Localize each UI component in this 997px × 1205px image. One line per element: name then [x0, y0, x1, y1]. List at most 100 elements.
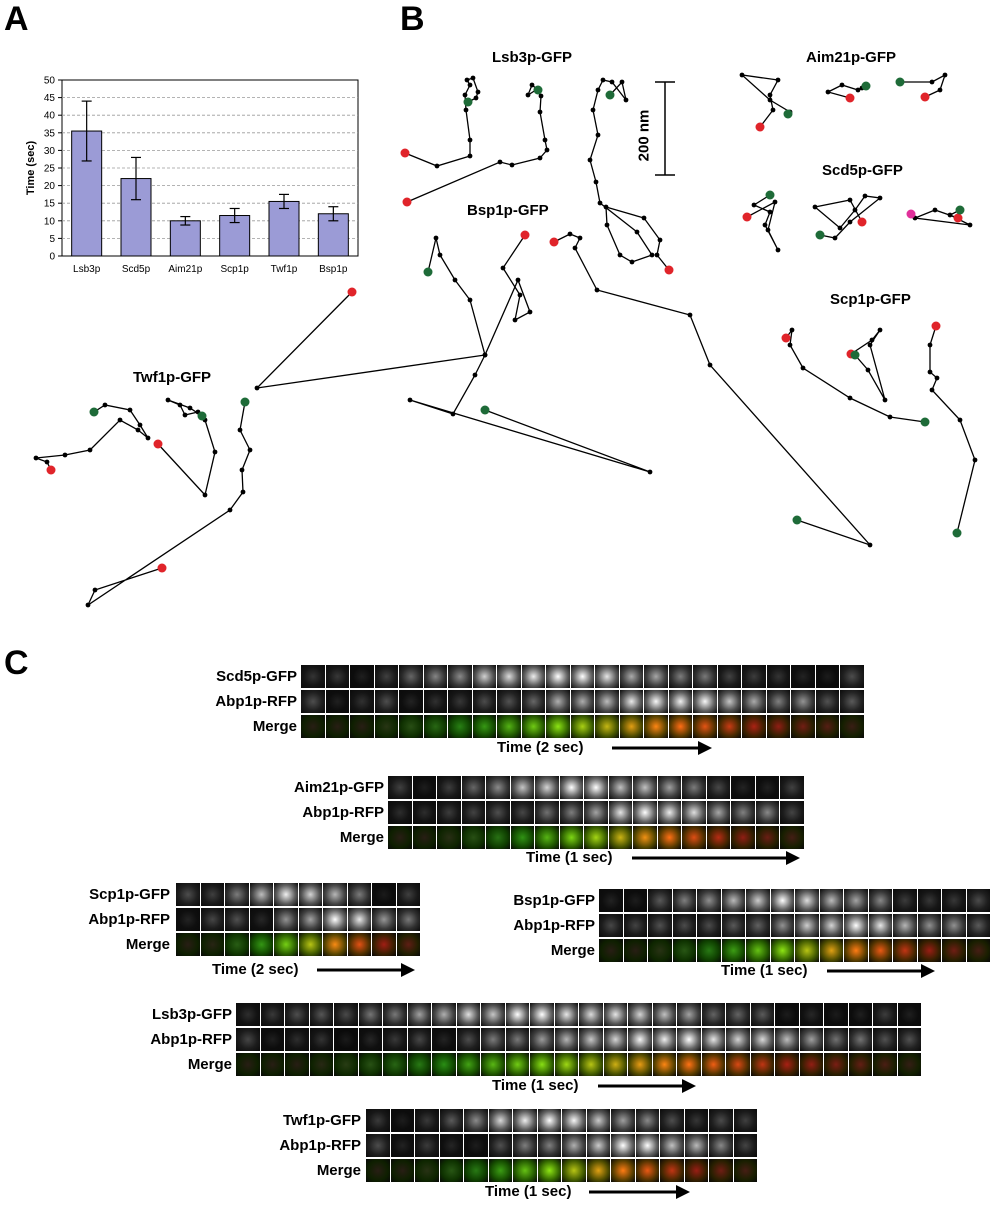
- kymograph-frame: [705, 800, 731, 825]
- time-axis-label: Time (1 sec): [492, 1077, 579, 1094]
- kymograph-frame: [308, 1027, 334, 1052]
- kymograph-frame: [504, 1002, 530, 1027]
- kymograph-frame: [696, 913, 722, 938]
- track-line: [739, 74, 792, 128]
- time-axis-label: Time (2 sec): [497, 739, 584, 756]
- kymograph-frame: [324, 714, 350, 739]
- kymograph-frame: [371, 907, 397, 932]
- kymograph-frame: [647, 938, 673, 963]
- track-label-scd5: Scd5p-GFP: [822, 162, 903, 179]
- track-label-bsp1: Bsp1p-GFP: [467, 202, 549, 219]
- kymograph-frame: [598, 913, 624, 938]
- kymograph-frame: [847, 1002, 873, 1027]
- y-tick-label: 20: [44, 181, 56, 192]
- kymograph-frame: [872, 1027, 898, 1052]
- track-point: [617, 252, 623, 258]
- y-tick-label: 5: [49, 234, 55, 245]
- kymograph-frame: [175, 907, 201, 932]
- track-point: [595, 132, 601, 138]
- track-point: [927, 369, 933, 375]
- track-point: [452, 277, 458, 283]
- track-label-twf1: Twf1p-GFP: [133, 369, 212, 386]
- track-start-point: [533, 85, 543, 95]
- kymograph-frame: [676, 1027, 702, 1052]
- kymograph-frame: [308, 1052, 334, 1077]
- kymograph-frame: [632, 800, 658, 825]
- kymograph-frame: [659, 1108, 685, 1133]
- kymograph-row-label: Abp1p-RFP: [302, 804, 384, 821]
- kymograph-frame: [754, 825, 780, 850]
- kymograph-frame: [411, 825, 437, 850]
- kymograph-frame: [322, 882, 348, 907]
- track-start-point: [197, 411, 207, 421]
- track-start-point: [605, 90, 615, 100]
- track-point: [177, 402, 183, 408]
- kymograph-frame: [610, 1158, 636, 1183]
- track-point: [812, 204, 818, 210]
- kymograph-frame: [558, 800, 584, 825]
- kymograph-frame: [273, 932, 299, 957]
- kymograph-frame: [460, 825, 486, 850]
- track-point: [927, 342, 933, 348]
- track-point: [187, 405, 193, 411]
- kymograph-frame: [224, 932, 250, 957]
- kymograph-frame: [300, 664, 326, 689]
- kymograph-frame: [892, 888, 918, 913]
- track-start-point: [955, 205, 965, 215]
- kymograph-frame: [578, 1002, 604, 1027]
- kymograph-frame: [941, 938, 967, 963]
- kymograph-frame: [545, 689, 571, 714]
- kymograph-frame: [602, 1052, 628, 1077]
- track-end-point: [742, 212, 752, 222]
- track-point: [887, 414, 893, 420]
- track-line: [929, 325, 976, 534]
- kymograph-frame: [745, 913, 771, 938]
- y-axis-label: Time (sec): [25, 141, 37, 196]
- kymograph-frame: [447, 664, 473, 689]
- kymograph-frame: [578, 1052, 604, 1077]
- x-tick-label: Scp1p: [220, 264, 249, 275]
- kymograph-row-label: Merge: [252, 718, 297, 735]
- kymograph-frame: [431, 1052, 457, 1077]
- kymograph-frame: [659, 1158, 685, 1183]
- y-tick-label: 15: [44, 199, 56, 210]
- time-arrow-head: [698, 741, 712, 755]
- kymograph-frame: [199, 882, 225, 907]
- kymograph-frame: [175, 882, 201, 907]
- track-start-point: [783, 109, 793, 119]
- kymograph-frame: [843, 938, 869, 963]
- kymograph-frame: [667, 664, 693, 689]
- kymograph-frame: [509, 825, 535, 850]
- kymograph-frame: [692, 689, 718, 714]
- track-point: [770, 107, 776, 113]
- track-end-point: [781, 333, 791, 343]
- y-tick-label: 35: [44, 128, 56, 139]
- kymograph-frame: [798, 1027, 824, 1052]
- track-start-point: [240, 397, 250, 407]
- kymograph-frame: [248, 932, 274, 957]
- kymograph-frame: [431, 1002, 457, 1027]
- track-point: [751, 202, 757, 208]
- kymograph-frame: [965, 888, 991, 913]
- kymograph-frame: [308, 1002, 334, 1027]
- track-line: [746, 194, 779, 251]
- track-start-point: [89, 407, 99, 417]
- track-point: [127, 407, 133, 413]
- track-point: [33, 455, 39, 461]
- kymograph-frame: [411, 775, 437, 800]
- kymograph-frame: [389, 1108, 415, 1133]
- kymograph-frame: [847, 1027, 873, 1052]
- kymograph-frame: [607, 825, 633, 850]
- track-point: [839, 82, 845, 88]
- kymograph-frame: [333, 1027, 359, 1052]
- kymograph-frame: [561, 1108, 587, 1133]
- track-point: [765, 227, 771, 233]
- kymograph-frame: [790, 714, 816, 739]
- kymograph-frame: [769, 888, 795, 913]
- track-point: [254, 385, 260, 391]
- kymograph-frame: [725, 1027, 751, 1052]
- track-point: [482, 352, 488, 358]
- track-point: [92, 587, 98, 593]
- track-point: [775, 77, 781, 83]
- track-point: [515, 277, 521, 283]
